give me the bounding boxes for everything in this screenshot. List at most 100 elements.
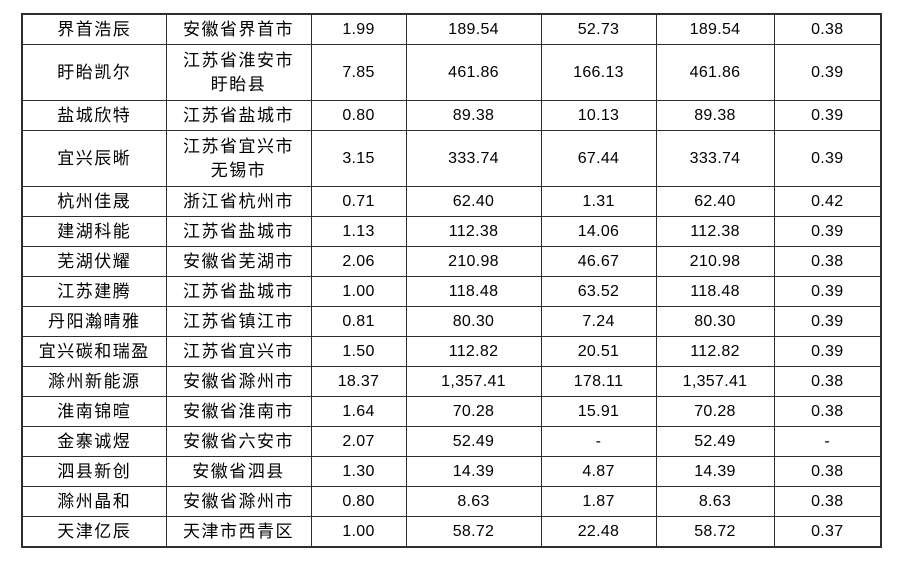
location-cell: 安徽省滁州市 bbox=[165, 366, 312, 397]
value-cell-5: 0.39 bbox=[773, 216, 882, 247]
value-cell-4: 1,357.41 bbox=[655, 366, 775, 397]
value-cell-5: 0.39 bbox=[773, 130, 882, 187]
value-cell-5: 0.37 bbox=[773, 516, 882, 548]
value-cell-2: 461.86 bbox=[405, 44, 542, 101]
value-cell-5: - bbox=[773, 426, 882, 457]
value-cell-5: 0.39 bbox=[773, 276, 882, 307]
table-row: 盱眙凯尔 江苏省淮安市 盱眙县 7.85 461.86 166.13 461.86 0.39 bbox=[21, 44, 882, 101]
table-row: 天津亿辰 天津市西青区 1.00 58.72 22.48 58.72 0.37 bbox=[21, 516, 882, 548]
value-cell-3: 46.67 bbox=[540, 246, 657, 277]
value-cell-3: 15.91 bbox=[540, 396, 657, 427]
company-name-cell: 滁州晶和 bbox=[21, 486, 167, 517]
company-name-cell: 江苏建腾 bbox=[21, 276, 167, 307]
value-cell-1: 1.30 bbox=[310, 456, 407, 487]
value-cell-5: 0.38 bbox=[773, 456, 882, 487]
company-name-cell: 盐城欣特 bbox=[21, 100, 167, 131]
company-name-cell: 淮南锦暄 bbox=[21, 396, 167, 427]
value-cell-1: 2.06 bbox=[310, 246, 407, 277]
table-row: 滁州新能源 安徽省滁州市 18.37 1,357.41 178.11 1,357.41 0.… bbox=[21, 366, 882, 397]
value-cell-4: 461.86 bbox=[655, 44, 775, 101]
table-row: 滁州晶和 安徽省滁州市 0.80 8.63 1.87 8.63 0.38 bbox=[21, 486, 882, 517]
company-name-cell: 丹阳瀚晴雅 bbox=[21, 306, 167, 337]
value-cell-2: 58.72 bbox=[405, 516, 542, 548]
value-cell-5: 0.38 bbox=[773, 13, 882, 45]
value-cell-5: 0.39 bbox=[773, 306, 882, 337]
value-cell-3: 1.87 bbox=[540, 486, 657, 517]
table-row: 宜兴辰晰 江苏省宜兴市 无锡市 3.15 333.74 67.44 333.74 0.39 bbox=[21, 130, 882, 187]
company-name-cell: 建湖科能 bbox=[21, 216, 167, 247]
financial-table: 界首浩辰 安徽省界首市 1.99 189.54 52.73 189.54 0.38 盱眙凯尔江… bbox=[21, 13, 882, 548]
value-cell-3: 166.13 bbox=[540, 44, 657, 101]
value-cell-3: 22.48 bbox=[540, 516, 657, 548]
value-cell-3: 52.73 bbox=[540, 13, 657, 45]
value-cell-3: 10.13 bbox=[540, 100, 657, 131]
value-cell-2: 80.30 bbox=[405, 306, 542, 337]
company-name-cell: 界首浩辰 bbox=[21, 13, 167, 45]
table-row: 建湖科能 江苏省盐城市 1.13 112.38 14.06 112.38 0.39 bbox=[21, 216, 882, 247]
value-cell-1: 0.81 bbox=[310, 306, 407, 337]
company-name-cell: 宜兴辰晰 bbox=[21, 130, 167, 187]
value-cell-3: 63.52 bbox=[540, 276, 657, 307]
table-body: 界首浩辰 安徽省界首市 1.99 189.54 52.73 189.54 0.38 盱眙凯尔江… bbox=[21, 13, 882, 548]
value-cell-5: 0.38 bbox=[773, 366, 882, 397]
value-cell-4: 333.74 bbox=[655, 130, 775, 187]
location-cell: 江苏省镇江市 bbox=[165, 306, 312, 337]
table-row: 淮南锦暄 安徽省淮南市 1.64 70.28 15.91 70.28 0.38 bbox=[21, 396, 882, 427]
value-cell-2: 62.40 bbox=[405, 186, 542, 217]
location-cell: 安徽省六安市 bbox=[165, 426, 312, 457]
location-cell: 浙江省杭州市 bbox=[165, 186, 312, 217]
value-cell-4: 118.48 bbox=[655, 276, 775, 307]
value-cell-4: 70.28 bbox=[655, 396, 775, 427]
location-cell: 江苏省淮安市 盱眙县 bbox=[165, 44, 312, 101]
table-row: 江苏建腾 江苏省盐城市 1.00 118.48 63.52 118.48 0.39 bbox=[21, 276, 882, 307]
company-name-cell: 泗县新创 bbox=[21, 456, 167, 487]
location-cell: 江苏省盐城市 bbox=[165, 216, 312, 247]
value-cell-4: 80.30 bbox=[655, 306, 775, 337]
location-cell: 江苏省盐城市 bbox=[165, 276, 312, 307]
value-cell-3: 1.31 bbox=[540, 186, 657, 217]
value-cell-4: 8.63 bbox=[655, 486, 775, 517]
location-cell: 安徽省滁州市 bbox=[165, 486, 312, 517]
table-row: 泗县新创 安徽省泗县 1.30 14.39 4.87 14.39 0.38 bbox=[21, 456, 882, 487]
value-cell-2: 70.28 bbox=[405, 396, 542, 427]
value-cell-3: 7.24 bbox=[540, 306, 657, 337]
company-name-cell: 盱眙凯尔 bbox=[21, 44, 167, 101]
value-cell-3: 20.51 bbox=[540, 336, 657, 367]
value-cell-2: 52.49 bbox=[405, 426, 542, 457]
value-cell-5: 0.42 bbox=[773, 186, 882, 217]
value-cell-2: 333.74 bbox=[405, 130, 542, 187]
value-cell-4: 189.54 bbox=[655, 13, 775, 45]
value-cell-4: 14.39 bbox=[655, 456, 775, 487]
value-cell-1: 0.80 bbox=[310, 486, 407, 517]
value-cell-2: 112.82 bbox=[405, 336, 542, 367]
value-cell-5: 0.39 bbox=[773, 44, 882, 101]
value-cell-1: 1.99 bbox=[310, 13, 407, 45]
value-cell-4: 112.38 bbox=[655, 216, 775, 247]
value-cell-3: 14.06 bbox=[540, 216, 657, 247]
value-cell-1: 1.00 bbox=[310, 276, 407, 307]
company-name-cell: 天津亿辰 bbox=[21, 516, 167, 548]
company-name-cell: 宜兴碳和瑞盈 bbox=[21, 336, 167, 367]
location-cell: 安徽省芜湖市 bbox=[165, 246, 312, 277]
value-cell-4: 58.72 bbox=[655, 516, 775, 548]
company-name-cell: 杭州佳晟 bbox=[21, 186, 167, 217]
value-cell-2: 118.48 bbox=[405, 276, 542, 307]
table-row: 丹阳瀚晴雅 江苏省镇江市 0.81 80.30 7.24 80.30 0.39 bbox=[21, 306, 882, 337]
value-cell-2: 8.63 bbox=[405, 486, 542, 517]
value-cell-4: 89.38 bbox=[655, 100, 775, 131]
value-cell-1: 1.64 bbox=[310, 396, 407, 427]
value-cell-1: 1.00 bbox=[310, 516, 407, 548]
value-cell-2: 14.39 bbox=[405, 456, 542, 487]
value-cell-3: 4.87 bbox=[540, 456, 657, 487]
location-cell: 江苏省宜兴市 无锡市 bbox=[165, 130, 312, 187]
location-cell: 江苏省宜兴市 bbox=[165, 336, 312, 367]
location-cell: 安徽省泗县 bbox=[165, 456, 312, 487]
value-cell-1: 3.15 bbox=[310, 130, 407, 187]
value-cell-2: 89.38 bbox=[405, 100, 542, 131]
value-cell-2: 112.38 bbox=[405, 216, 542, 247]
value-cell-1: 1.13 bbox=[310, 216, 407, 247]
table-row: 金寨诚煜 安徽省六安市 2.07 52.49-52.49- bbox=[21, 426, 882, 457]
value-cell-1: 18.37 bbox=[310, 366, 407, 397]
location-cell: 天津市西青区 bbox=[165, 516, 312, 548]
